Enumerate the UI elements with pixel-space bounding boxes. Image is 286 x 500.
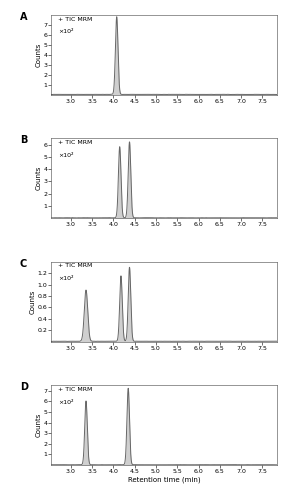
X-axis label: Retention time (min): Retention time (min) [128, 477, 201, 484]
Text: A: A [20, 12, 27, 22]
Text: ×10²: ×10² [58, 30, 74, 35]
Text: + TIC MRM: + TIC MRM [58, 387, 93, 392]
Text: ×10²: ×10² [58, 153, 74, 158]
Text: D: D [20, 382, 28, 392]
Y-axis label: Counts: Counts [36, 166, 42, 190]
Y-axis label: Counts: Counts [36, 42, 42, 67]
Text: + TIC MRM: + TIC MRM [58, 140, 93, 145]
Text: + TIC MRM: + TIC MRM [58, 16, 93, 21]
Text: B: B [20, 136, 27, 145]
Text: ×10²: ×10² [58, 276, 74, 281]
Y-axis label: Counts: Counts [36, 413, 42, 438]
Text: C: C [20, 258, 27, 268]
Text: ×10²: ×10² [58, 400, 74, 404]
Text: + TIC MRM: + TIC MRM [58, 264, 93, 268]
Y-axis label: Counts: Counts [30, 290, 36, 314]
